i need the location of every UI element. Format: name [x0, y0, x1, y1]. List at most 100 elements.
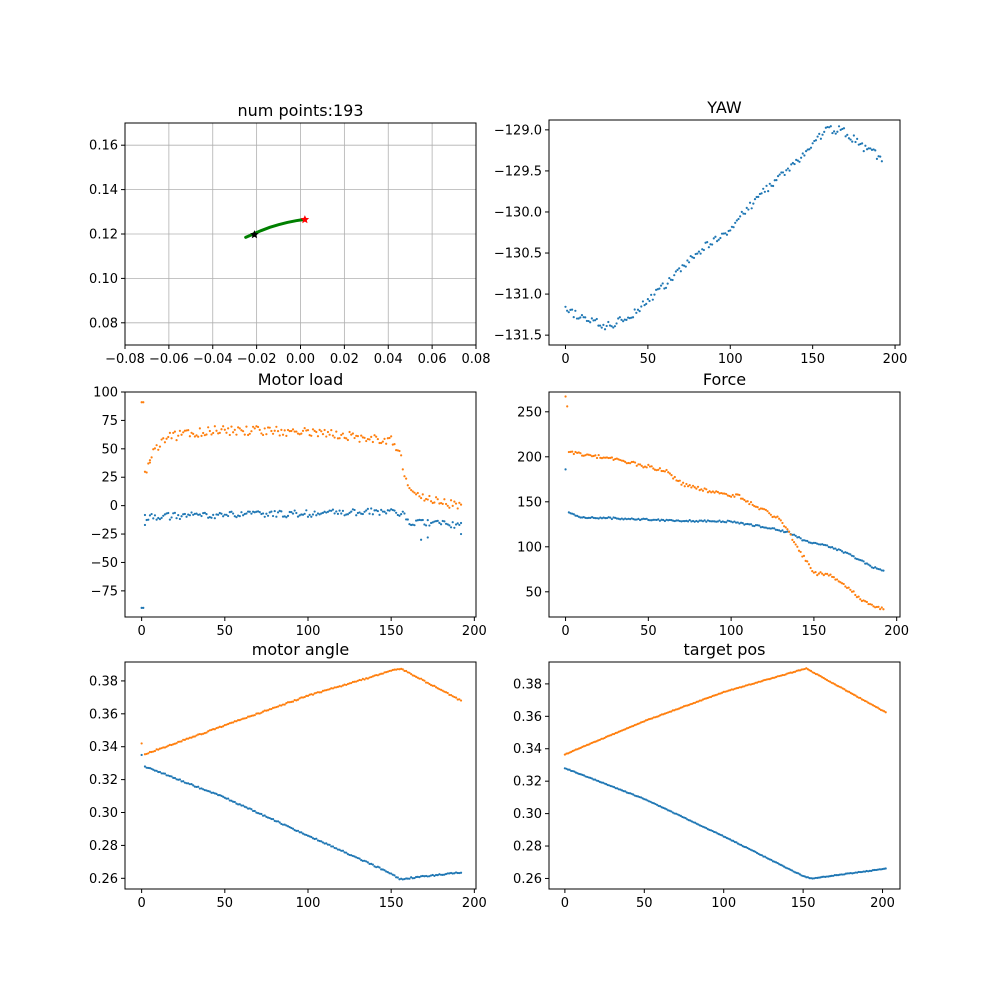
- motor-angle-series-0-point: [441, 873, 444, 876]
- motor-angle-series-1-point: [173, 742, 177, 745]
- motor-load-ytick-label: −50: [91, 556, 118, 571]
- force-series-0-point: [638, 518, 642, 522]
- yaw-series-0-point: [696, 252, 699, 255]
- force-series-0-point: [859, 559, 862, 562]
- yaw-frame: [548, 119, 901, 346]
- force-series-0-point: [771, 527, 774, 530]
- motor-angle-series-0-point: [343, 851, 346, 854]
- motor-load-series-1-point: [451, 504, 454, 507]
- yaw-series-0-point: [689, 254, 692, 258]
- motor-load-xtick-label: 150: [379, 624, 404, 639]
- motor-load-series-0-point: [258, 511, 261, 514]
- force-series-0-point: [701, 520, 705, 523]
- motor-load-series-1-point: [278, 434, 281, 437]
- motor-load-series-0-point: [298, 514, 301, 517]
- motor-load-series-1-point: [295, 430, 298, 433]
- motor-angle-series-1-point: [363, 678, 366, 681]
- motor-load-series-1-point: [410, 488, 413, 492]
- motor-angle-series-0-point: [353, 855, 356, 858]
- motor-angle-series-1-point: [212, 728, 215, 731]
- motor-load-series-0-point: [376, 509, 379, 513]
- motor-angle-series-1-point: [401, 668, 404, 671]
- yaw-series-0-point: [808, 148, 811, 151]
- force-series-0-point: [577, 515, 580, 518]
- motor-angle-series-1-point: [326, 688, 330, 691]
- motor-angle-series-0-point: [208, 790, 211, 793]
- yaw-series-0-point: [767, 189, 770, 193]
- target-pos-ytick-label: 0.38: [513, 677, 542, 692]
- target-pos-series-0-point: [776, 861, 779, 865]
- force-series-0-point: [738, 522, 741, 525]
- motor-angle-series-1-point: [438, 688, 441, 691]
- motor-load-series-1-point: [341, 432, 345, 435]
- yaw-series-0-point: [744, 212, 747, 215]
- motor-load-series-1-point: [381, 440, 384, 443]
- motor-load-series-1-point: [449, 499, 453, 502]
- force-series-1-point: [678, 479, 681, 482]
- motor-angle-series-1-point: [336, 685, 340, 688]
- force-series-1-point: [872, 605, 875, 608]
- target-pos-series-0-point: [705, 826, 708, 830]
- motor-load-series-1-point: [348, 430, 351, 434]
- motor-load-series-0-point: [336, 512, 340, 516]
- motor-load-series-1-point: [408, 487, 411, 490]
- motor-angle-series-0-point: [306, 834, 310, 837]
- motor-angle-series-0-point: [311, 837, 315, 840]
- motor-angle-series-0-point: [446, 872, 449, 875]
- force-series-1-point: [711, 490, 715, 493]
- force-series-1-point: [741, 497, 744, 500]
- motor-load-series-0-point: [278, 509, 281, 512]
- force-series-1-point: [834, 578, 837, 581]
- force-series-1-point: [642, 466, 645, 469]
- target-pos-series-0-point: [808, 877, 811, 880]
- motor-angle-series-1-point: [238, 719, 241, 722]
- target-pos-series-0-point: [600, 781, 603, 784]
- yaw-series-0-point: [748, 201, 752, 204]
- yaw-series-0-point: [813, 139, 816, 143]
- yaw-series-0-point: [648, 299, 651, 303]
- motor-angle-series-1-point: [215, 726, 218, 730]
- force-series-1-point: [829, 573, 832, 576]
- yaw-series-0-point: [622, 320, 625, 323]
- motor-load-series-0-point: [458, 523, 461, 527]
- motor-angle-series-0-point: [213, 792, 216, 795]
- motor-load-series-0-point: [303, 512, 306, 515]
- motor-angle-series-0-point: [426, 875, 429, 878]
- target-pos-series-0-point: [582, 774, 586, 777]
- motor-load-series-0-point: [423, 523, 426, 526]
- motor-angle-series-1-point: [446, 691, 449, 695]
- motor-load-series-1-point: [345, 437, 348, 440]
- motor-angle-series-0-point: [212, 791, 215, 794]
- force-series-0-point: [640, 518, 643, 521]
- motor-load-series-1-point: [233, 428, 236, 431]
- motor-load-series-0-point: [390, 508, 393, 511]
- force-series-0-point: [582, 516, 585, 519]
- motor-angle-series-1-point: [157, 748, 160, 751]
- motor-angle-series-0-point: [178, 778, 181, 781]
- target-pos-series-0-point: [811, 877, 814, 880]
- motor-angle-series-1-point: [260, 711, 263, 714]
- motor-load-series-1-point: [335, 430, 338, 433]
- yaw-series-0-point: [709, 243, 712, 246]
- motor-angle-series-1-point: [388, 669, 391, 673]
- motor-angle-series-0-point: [380, 868, 383, 871]
- force-series-0-point: [690, 520, 693, 523]
- motor-angle-series-0-point: [157, 770, 160, 774]
- motor-load-series-1-point: [439, 501, 443, 505]
- motor-load-series-1-point: [438, 502, 441, 505]
- yaw-series-0-point: [844, 135, 847, 138]
- motor-angle-series-1-point: [441, 689, 444, 692]
- motor-angle-series-0-point: [356, 856, 359, 860]
- force-series-1-point: [706, 491, 710, 494]
- motor-load-series-1-point: [356, 434, 359, 438]
- yaw-axes: 0 50 100 150 200−131.5−131.0−130.5−130.0−129…: [494, 98, 908, 367]
- motor-load-series-0-point: [271, 514, 275, 518]
- force-series-0-point: [685, 519, 688, 522]
- motor-angle-series-0-point: [375, 866, 378, 869]
- force-series-1-point: [870, 603, 873, 606]
- motor-angle-series-1-point: [424, 681, 428, 684]
- motor-angle-axes: 0 50 100 150 2000.260.280.300.320.340.360.38…: [89, 640, 487, 911]
- motor-angle-series-0-point: [454, 871, 458, 874]
- force-series-1-point: [619, 458, 622, 462]
- yaw-series-0-point: [699, 252, 702, 255]
